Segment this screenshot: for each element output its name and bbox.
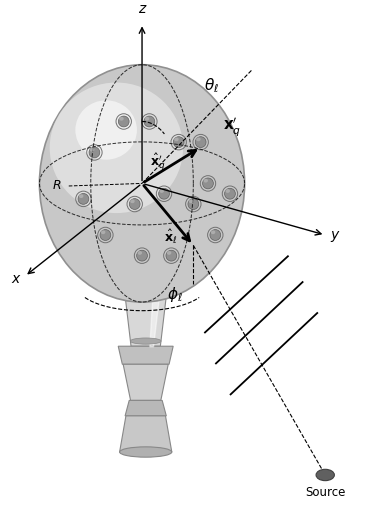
Ellipse shape [225, 189, 230, 193]
Ellipse shape [129, 199, 140, 210]
Ellipse shape [137, 250, 147, 261]
Polygon shape [123, 364, 168, 400]
Ellipse shape [167, 251, 171, 255]
Ellipse shape [100, 230, 111, 241]
Polygon shape [119, 416, 172, 452]
Ellipse shape [160, 189, 164, 193]
Ellipse shape [79, 194, 83, 198]
Ellipse shape [145, 117, 150, 121]
Ellipse shape [211, 230, 215, 234]
Ellipse shape [78, 193, 89, 204]
Ellipse shape [101, 230, 105, 234]
Ellipse shape [76, 100, 137, 160]
Ellipse shape [130, 338, 161, 344]
Text: y: y [331, 228, 339, 242]
Ellipse shape [195, 137, 206, 148]
Text: $\theta_\ell$: $\theta_\ell$ [204, 76, 219, 95]
Text: $\hat{\mathbf{x}}_\ell$: $\hat{\mathbf{x}}_\ell$ [164, 228, 177, 246]
Text: $R$: $R$ [52, 180, 61, 192]
Ellipse shape [316, 470, 334, 481]
Ellipse shape [130, 199, 135, 203]
Ellipse shape [188, 199, 199, 210]
Ellipse shape [158, 188, 169, 199]
Ellipse shape [196, 137, 201, 141]
Ellipse shape [174, 137, 179, 141]
Ellipse shape [118, 116, 129, 127]
Ellipse shape [39, 64, 245, 302]
Ellipse shape [173, 137, 184, 148]
Ellipse shape [210, 230, 221, 241]
Text: $\phi_\ell$: $\phi_\ell$ [167, 285, 183, 304]
Polygon shape [124, 285, 168, 346]
Ellipse shape [90, 148, 94, 151]
Text: Source: Source [305, 486, 346, 499]
Text: z: z [138, 2, 146, 16]
Ellipse shape [144, 116, 155, 127]
Ellipse shape [203, 179, 208, 182]
Ellipse shape [119, 117, 124, 121]
Polygon shape [125, 400, 166, 416]
Ellipse shape [225, 188, 235, 199]
Ellipse shape [189, 199, 193, 203]
Text: $\mathbf{x}_q'$: $\mathbf{x}_q'$ [222, 115, 241, 138]
Text: x: x [11, 272, 19, 286]
Ellipse shape [89, 147, 100, 158]
Ellipse shape [137, 251, 142, 255]
Text: $\hat{\mathbf{x}}_q'$: $\hat{\mathbf{x}}_q'$ [150, 151, 165, 173]
Ellipse shape [166, 250, 177, 261]
Polygon shape [118, 346, 173, 364]
Ellipse shape [50, 82, 183, 213]
Ellipse shape [203, 178, 214, 189]
Ellipse shape [119, 447, 172, 457]
